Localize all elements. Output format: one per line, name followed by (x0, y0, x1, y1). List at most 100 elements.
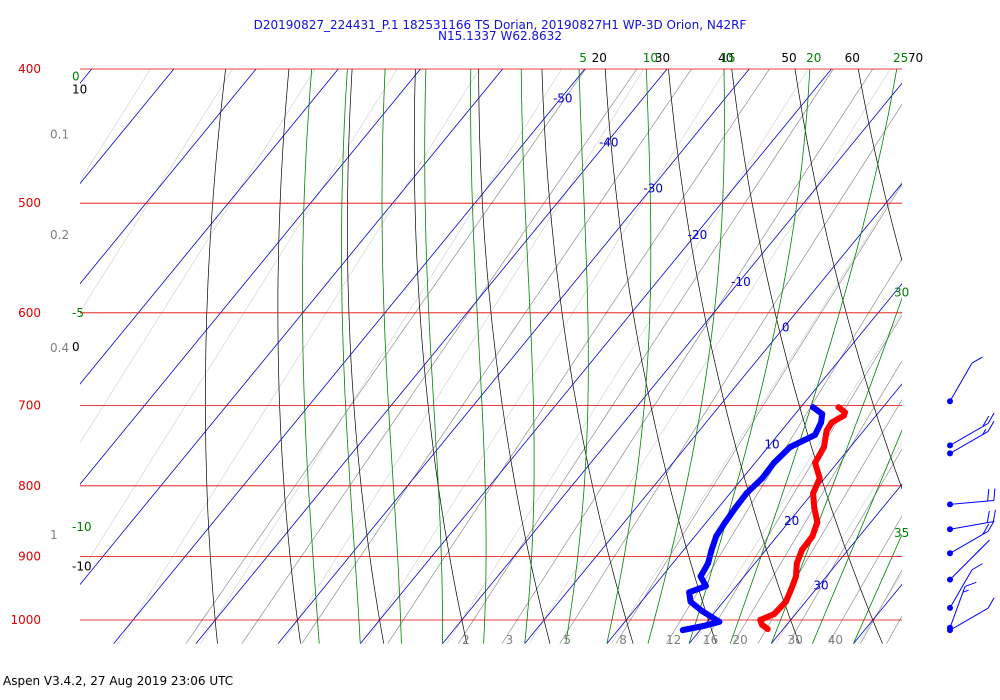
auxiliary-grey-line (446, 69, 809, 644)
isotherm-label: -20 (688, 228, 708, 242)
dry-adiabat-line (857, 69, 902, 262)
wind-barb-shaft (949, 586, 966, 628)
dewpoint-point (818, 419, 825, 426)
dewpoint-point (759, 475, 766, 482)
footer-version-text: Aspen V3.4.2, 27 Aug 2019 23:06 UTC (3, 674, 234, 688)
dewpoint-point (687, 598, 694, 605)
wind-barb-feather (987, 520, 995, 532)
wind-barb-feather (987, 412, 995, 424)
temperature-point (764, 625, 771, 632)
mixing-ratio-line (185, 69, 587, 644)
dry-adiabat-label: 60 (845, 51, 860, 65)
dewpoint-point (713, 533, 720, 540)
wind-barb-shaft (949, 607, 989, 631)
mixing-ratio-label: 3 (506, 633, 514, 647)
mixing-ratio-line (387, 69, 770, 644)
mixing-ratio-label: 40 (828, 633, 843, 647)
dewpoint-profile-line (679, 404, 826, 634)
temperature-point (816, 475, 823, 482)
isotherm-line (606, 283, 902, 644)
moist-adiabat-label: 20 (806, 51, 821, 65)
moist-adiabat-line (470, 69, 487, 644)
dry-adiabat-label: 50 (781, 51, 796, 65)
mixing-ratio-line (860, 569, 902, 644)
dry-adiabat-label: 70 (908, 51, 923, 65)
isotherm-line (524, 182, 902, 644)
auxiliary-grey-line (775, 442, 902, 644)
isotherm-line (80, 69, 421, 485)
temperature-point (809, 533, 816, 540)
mixing-ratio-line (501, 69, 874, 644)
dewpoint-point (743, 490, 750, 497)
temperature-point (811, 504, 818, 511)
isotherm-line (80, 69, 504, 586)
isotherm-label: 0 (782, 321, 790, 335)
pressure-tick-label: 600 (18, 306, 41, 320)
wind-barb-station-dot (947, 450, 953, 457)
auxiliary-grey-line (528, 69, 891, 644)
moist-adiabat-label: 25 (893, 51, 908, 65)
pressure-tick-label: 800 (18, 479, 41, 493)
wind-barb-feather (971, 356, 983, 364)
dewpoint-point (819, 411, 826, 418)
dewpoint-point (702, 582, 709, 589)
dewpoint-point (722, 519, 729, 526)
temperature-point (835, 404, 842, 411)
dry-adiabat-line (541, 69, 634, 644)
wind-barb-feather (976, 548, 982, 554)
mixing-ratio-line (559, 103, 902, 644)
moist-adiabat-label: -5 (72, 306, 84, 320)
mixing-ratio-label: 5 (563, 633, 571, 647)
dewpoint-point (708, 613, 715, 620)
isotherm-line (80, 69, 257, 285)
moist-adiabat-label: 35 (894, 526, 909, 540)
dry-adiabat-label: 40 (718, 51, 733, 65)
temperature-point (840, 412, 847, 419)
mixing-ratio-line (615, 183, 902, 644)
isotherm-label: -30 (643, 182, 663, 196)
wind-barb-shaft (949, 530, 989, 554)
chart-title: D20190827_224431_P.1 182531166 TS Dorian… (253, 18, 747, 32)
isotherm-line (770, 483, 902, 644)
temperature-point (759, 621, 766, 628)
wind-barb-feather (987, 597, 995, 609)
isotherm-line (80, 69, 175, 185)
background-grid (80, 38, 1000, 644)
temperature-point (792, 573, 799, 580)
moist-adiabat-label: -10 (72, 520, 92, 534)
temperature-point (814, 519, 821, 526)
wind-barb-feather (987, 420, 995, 432)
wind-barb-feather (982, 415, 990, 427)
wind-barb-station-dot (947, 550, 953, 557)
moist-adiabat-line (647, 69, 725, 644)
mixing-ratio-label: 30 (788, 633, 803, 647)
moist-adiabat-line (606, 69, 652, 644)
moist-adiabat-line (381, 69, 402, 644)
auxiliary-grey-line (857, 573, 902, 644)
pressure-tick-label: 500 (18, 196, 41, 210)
isotherm-label: 10 (764, 438, 779, 452)
isotherm-line (113, 69, 586, 644)
isotherm-label: 20 (784, 514, 799, 528)
isotherm-line (277, 69, 750, 644)
dewpoint-point (809, 404, 816, 411)
dewpoint-point (787, 444, 794, 451)
dewpoint-point (732, 504, 739, 511)
wind-barb-feather (962, 589, 969, 593)
wind-barb-station-dot (947, 604, 953, 611)
dewpoint-point (708, 546, 715, 553)
temperature-point (823, 427, 830, 434)
pressure-tick-label: 400 (18, 62, 41, 76)
dry-adiabat-line (205, 69, 226, 644)
wind-barb-feather (993, 488, 996, 501)
temperature-point (828, 419, 835, 426)
wind-barb-shaft (949, 521, 994, 530)
mixing-ratio-line (666, 258, 902, 644)
temperature-point (820, 444, 827, 451)
moist-adiabat-line (565, 69, 589, 644)
isotherm-label: -40 (599, 135, 619, 149)
wind-barb-shaft (949, 430, 989, 454)
wind-barb-station-dot (947, 526, 953, 533)
dry-adiabat-line (915, 38, 1000, 643)
wind-barb-feather (986, 510, 990, 523)
